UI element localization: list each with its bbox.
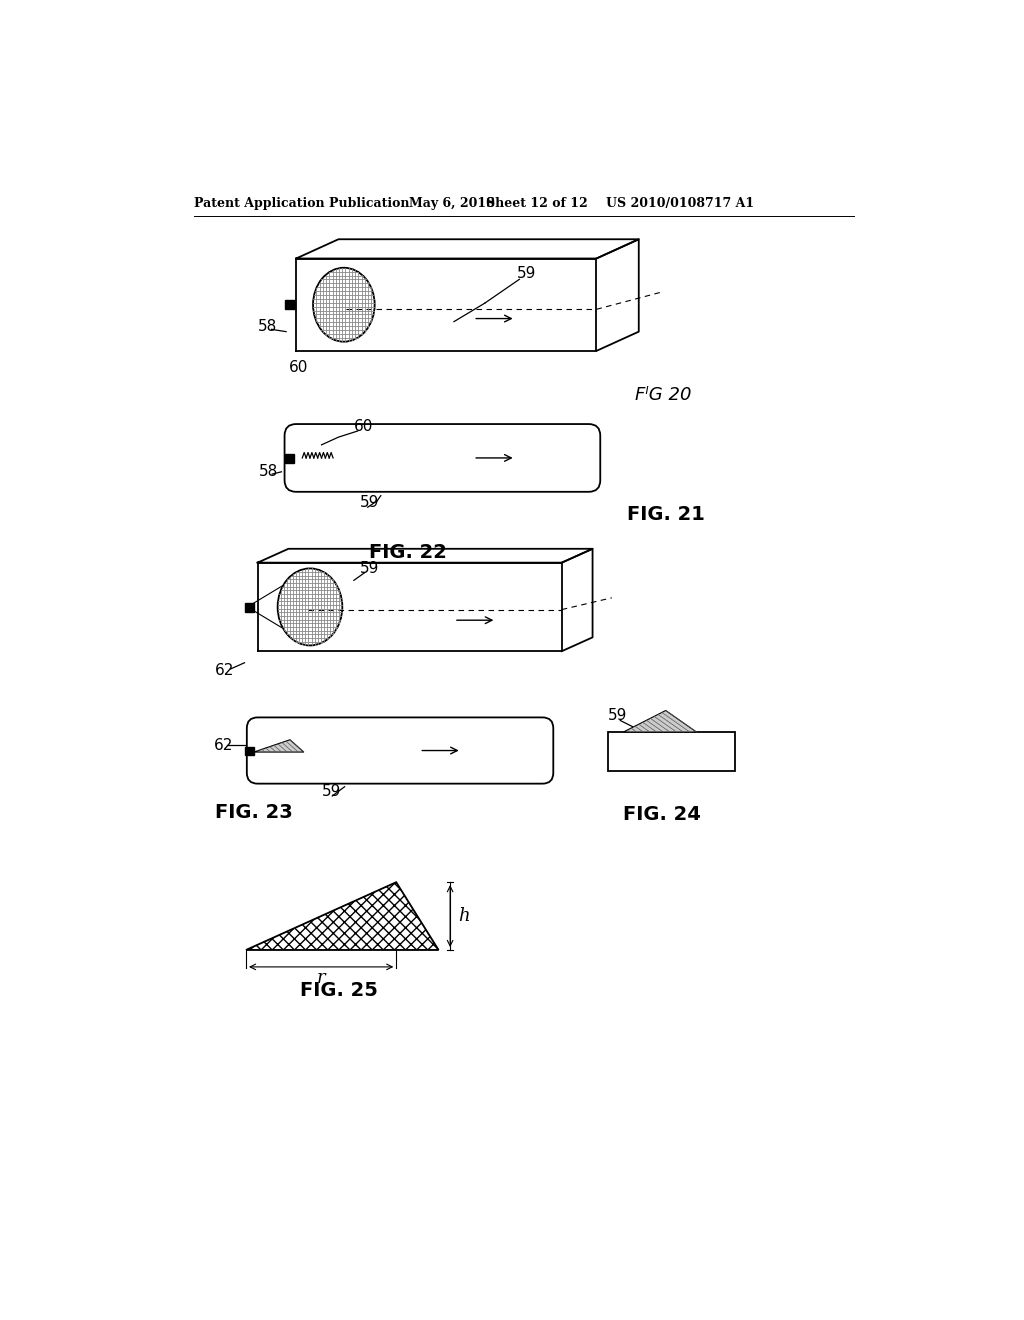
Bar <box>246 747 254 755</box>
Text: 59: 59 <box>608 709 628 723</box>
Text: 60: 60 <box>354 418 373 434</box>
Bar <box>286 454 294 462</box>
Polygon shape <box>246 882 438 950</box>
Bar <box>286 300 295 309</box>
Text: 59: 59 <box>322 784 341 799</box>
Bar <box>608 733 735 771</box>
Polygon shape <box>624 710 696 733</box>
Text: 59: 59 <box>360 561 380 576</box>
Text: Patent Application Publication: Patent Application Publication <box>195 197 410 210</box>
Text: Sheet 12 of 12: Sheet 12 of 12 <box>486 197 588 210</box>
Text: FIG. 21: FIG. 21 <box>628 506 706 524</box>
Text: 58: 58 <box>259 465 279 479</box>
Text: 58: 58 <box>258 318 276 334</box>
Text: h: h <box>458 907 469 925</box>
Text: US 2010/0108717 A1: US 2010/0108717 A1 <box>606 197 755 210</box>
Polygon shape <box>254 739 304 752</box>
Text: FIG. 23: FIG. 23 <box>215 804 293 822</box>
Text: 60: 60 <box>289 360 308 375</box>
Text: May 6, 2010: May 6, 2010 <box>410 197 496 210</box>
Text: 59: 59 <box>360 495 380 510</box>
Text: FIG. 25: FIG. 25 <box>300 981 378 999</box>
Text: r: r <box>316 969 326 986</box>
Text: 59: 59 <box>517 267 537 281</box>
Bar <box>246 603 254 611</box>
Text: 62: 62 <box>214 738 233 752</box>
Text: FᴵG 20: FᴵG 20 <box>635 385 691 404</box>
Text: 62: 62 <box>215 663 234 678</box>
Text: FIG. 24: FIG. 24 <box>624 805 701 824</box>
Text: FIG. 22: FIG. 22 <box>369 543 446 562</box>
